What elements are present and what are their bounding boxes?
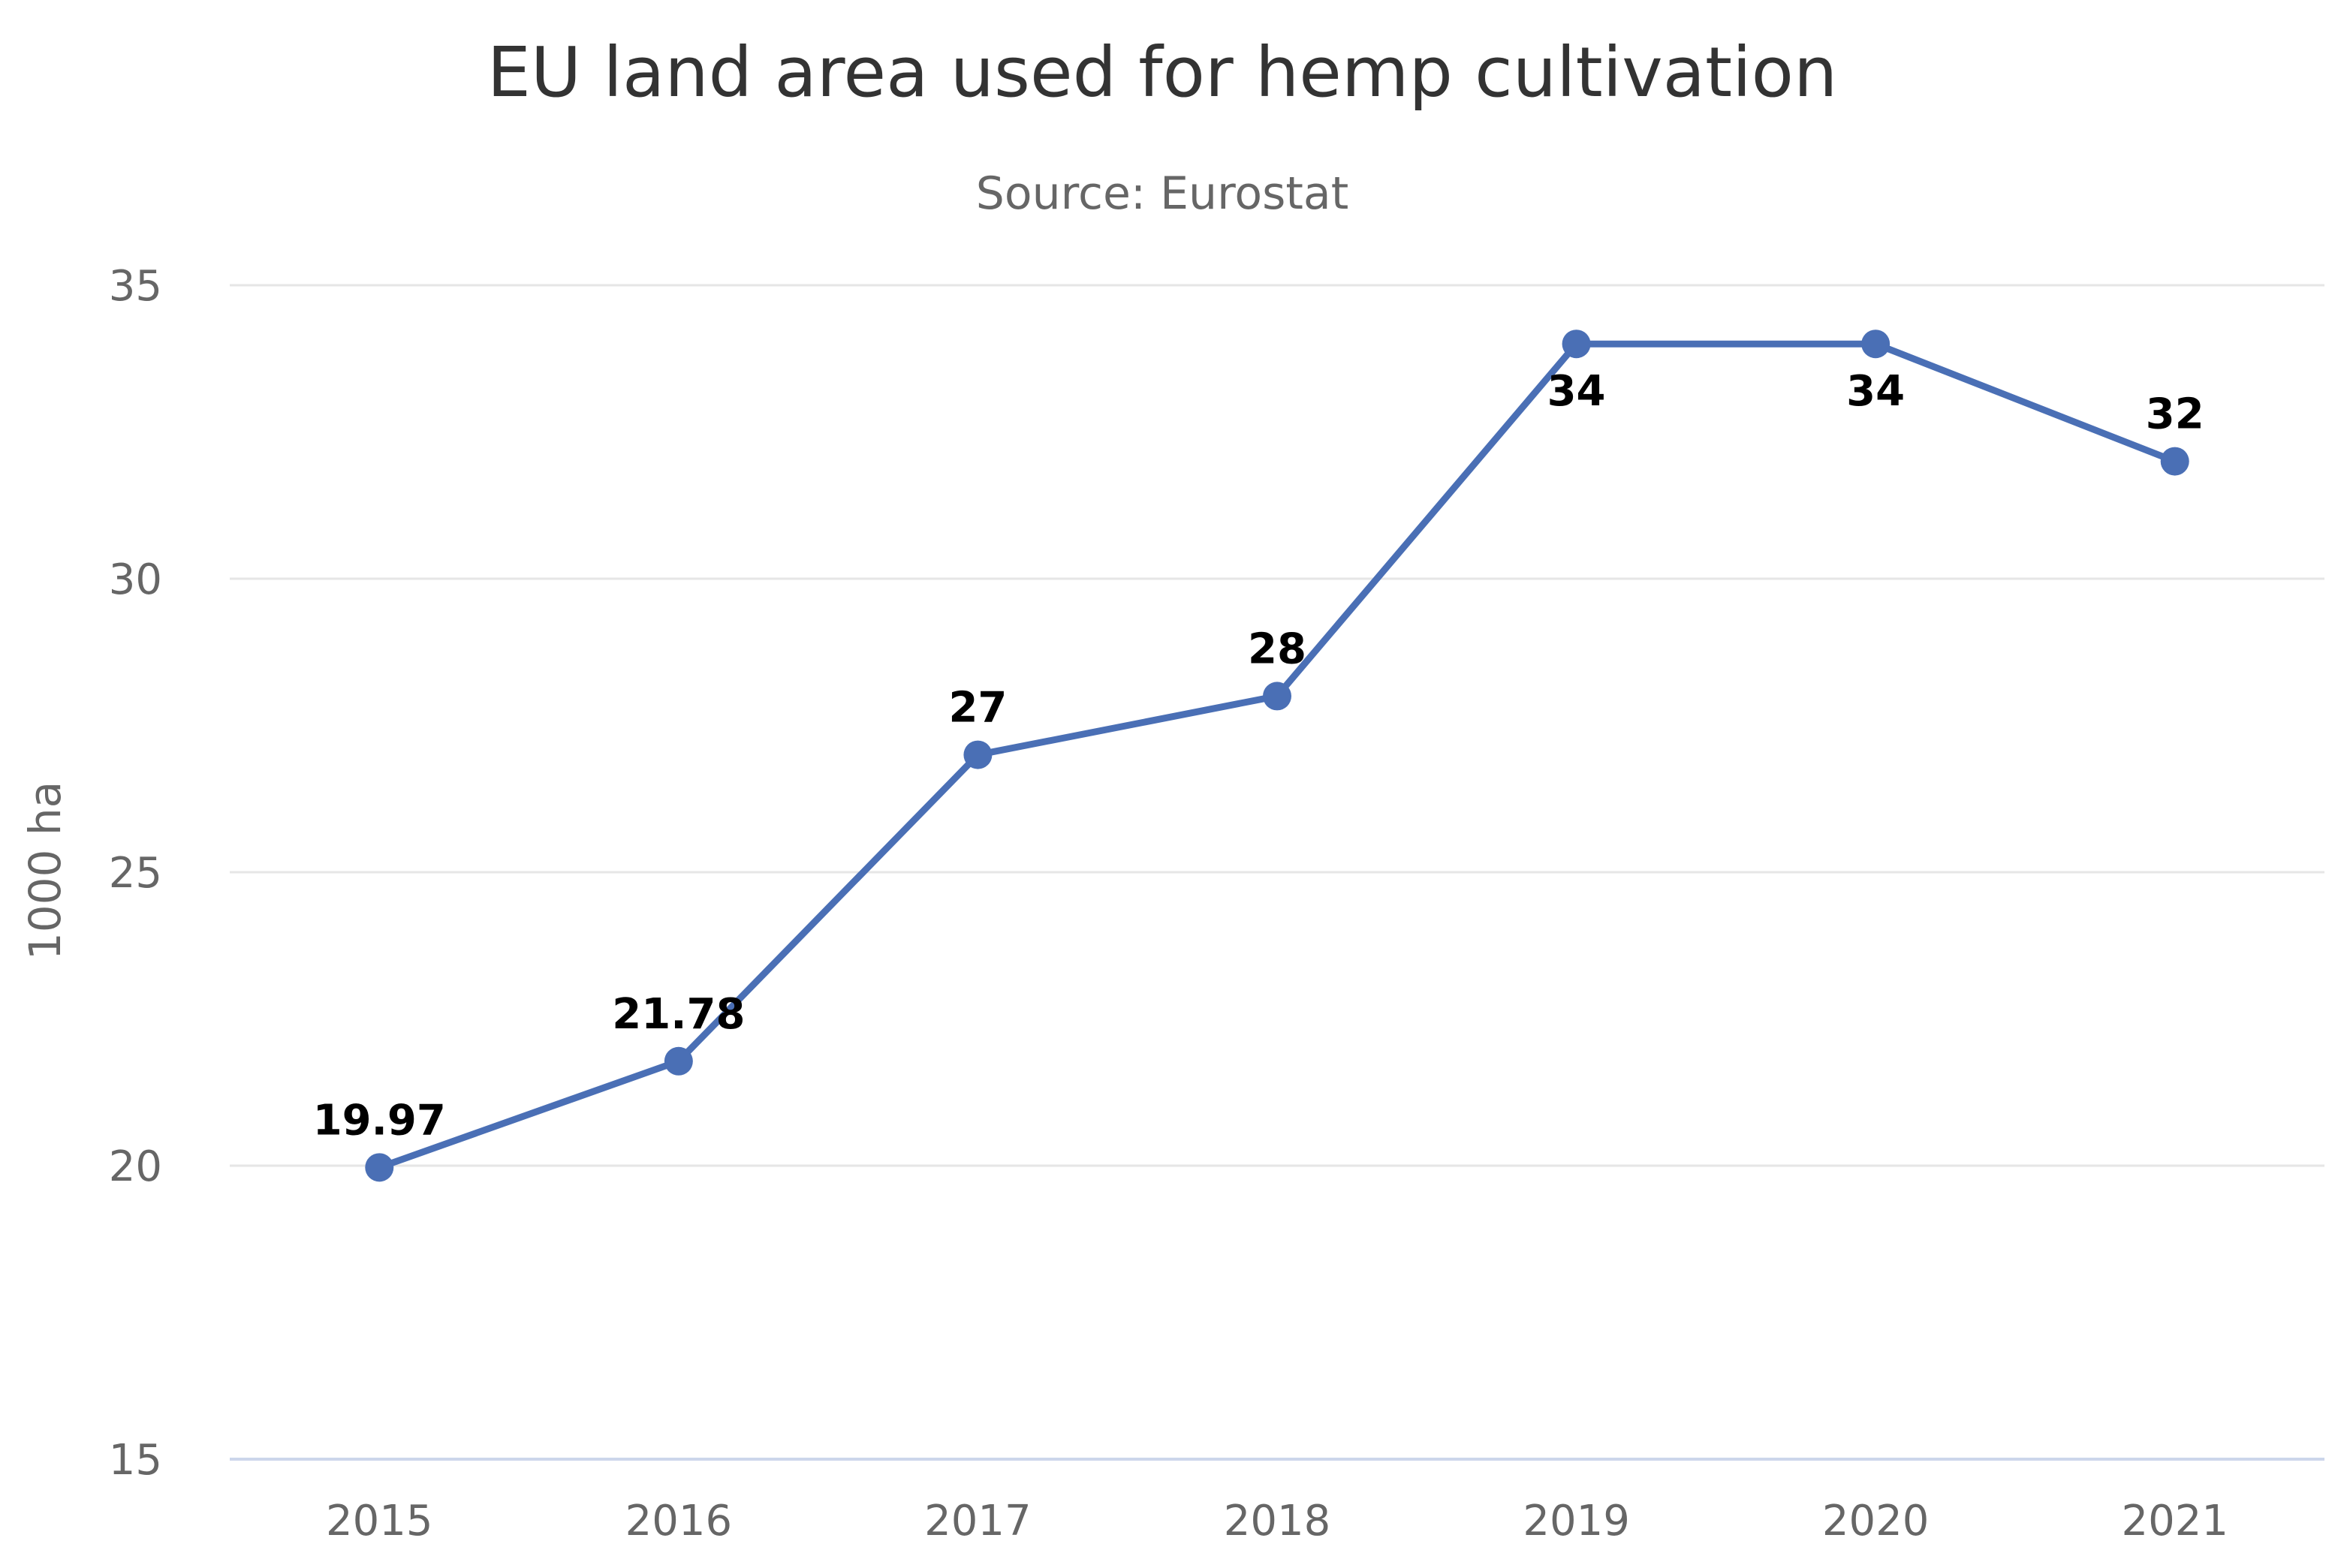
x-axis-ticks: 2015 2016 2017 2018 2019 2020 2021 — [326, 1497, 2228, 1545]
y-tick-label-25: 25 — [109, 849, 162, 898]
x-tick-label-2017: 2017 — [924, 1497, 1032, 1545]
data-label-2021: 32 — [2146, 390, 2204, 439]
x-tick-label-2018: 2018 — [1224, 1497, 1331, 1545]
series-line — [375, 340, 2179, 1171]
y-axis-ticks: 15 20 25 30 35 — [109, 262, 162, 1485]
data-label-2018: 28 — [1248, 624, 1306, 673]
x-tick-label-2019: 2019 — [1523, 1497, 1630, 1545]
data-label-2015: 19.97 — [313, 1096, 446, 1145]
data-label-2016: 21.78 — [612, 990, 745, 1039]
y-tick-label-30: 30 — [109, 555, 162, 604]
data-point-2020[interactable] — [1861, 330, 1891, 359]
x-tick-label-2015: 2015 — [326, 1497, 433, 1545]
y-tick-label-35: 35 — [109, 262, 162, 311]
y-tick-label-20: 20 — [109, 1142, 162, 1191]
data-label-2017: 27 — [948, 684, 1007, 733]
y-axis-label: 1000 ha — [20, 781, 71, 960]
data-point-2015[interactable] — [365, 1153, 394, 1182]
data-label-2019: 34 — [1547, 367, 1606, 416]
data-labels: 19.97 21.78 27 28 34 34 32 — [313, 367, 2204, 1145]
chart-title: EU land area used for hemp cultivation — [487, 32, 1838, 113]
data-label-2020: 34 — [1846, 367, 1905, 416]
x-tick-label-2016: 2016 — [625, 1497, 733, 1545]
data-point-2019[interactable] — [1562, 330, 1591, 359]
data-point-2018[interactable] — [1263, 682, 1291, 711]
data-point-2017[interactable] — [963, 740, 993, 769]
y-tick-label-15: 15 — [109, 1436, 162, 1485]
series-layer — [365, 330, 2189, 1182]
chart-subtitle: Source: Eurostat — [976, 167, 1348, 220]
data-point-2021[interactable] — [2160, 447, 2189, 476]
data-point-2016[interactable] — [664, 1046, 693, 1076]
x-tick-label-2021: 2021 — [2121, 1497, 2228, 1545]
grid-lines — [230, 284, 2324, 1461]
x-tick-label-2020: 2020 — [1822, 1497, 1930, 1545]
